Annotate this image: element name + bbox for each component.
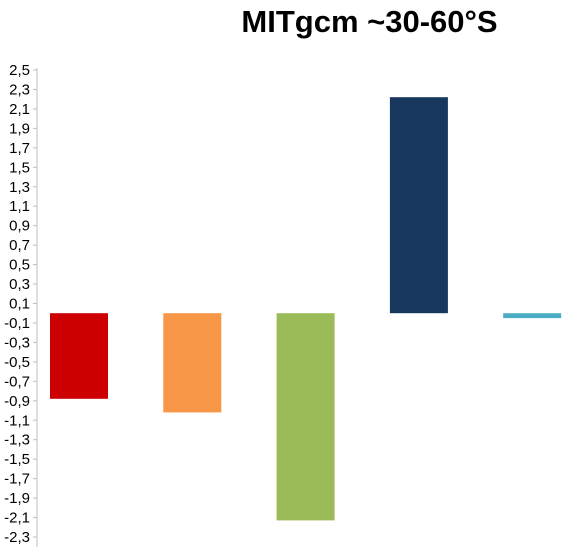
bar-1	[50, 313, 108, 399]
y-tick-label: 1,5	[9, 159, 30, 176]
bars	[50, 97, 562, 521]
y-tick-label: -2,3	[4, 529, 30, 546]
y-tick-label: 1,9	[9, 120, 30, 137]
y-tick-label: -1,9	[4, 490, 30, 507]
y-tick-label: -0,1	[4, 315, 30, 332]
y-axis: 2,5 2,3 2,1 1,9 1,7 1,5 1,3 1,1 0,9 0,7 0,5 0,3 0,1 -…	[4, 62, 38, 547]
y-tick-label: 1,7	[9, 140, 30, 157]
y-tick-label: 2,3	[9, 81, 30, 98]
y-tick-label: -1,5	[4, 451, 30, 468]
y-tick-label: 1,3	[9, 179, 30, 196]
y-tick-label: -1,3	[4, 432, 30, 449]
y-tick-label: -0,9	[4, 393, 30, 410]
bar-2	[163, 313, 222, 413]
y-tick-label: -0,7	[4, 373, 30, 390]
y-tick-label: 0,7	[9, 237, 30, 254]
y-tick-label: 0,1	[9, 296, 30, 313]
y-tick-label: 2,5	[9, 62, 30, 79]
y-tick-label: 2,1	[9, 101, 30, 118]
bar-4	[389, 97, 448, 314]
y-tick-label: 0,3	[9, 276, 30, 293]
chart-title: MITgcm ~30-60°S	[241, 4, 498, 39]
y-tick-label: -1,1	[4, 412, 30, 429]
bar-5	[503, 313, 562, 319]
y-tick-label: -1,7	[4, 471, 30, 488]
y-tick-label: -2,1	[4, 510, 30, 527]
y-tick-label: -0,5	[4, 354, 30, 371]
y-tick-label: 0,9	[9, 218, 30, 235]
y-tick-label: -0,3	[4, 334, 30, 351]
y-tick-label: 1,1	[9, 198, 30, 215]
y-tick-label: 0,5	[9, 257, 30, 274]
bar-3	[276, 313, 335, 521]
